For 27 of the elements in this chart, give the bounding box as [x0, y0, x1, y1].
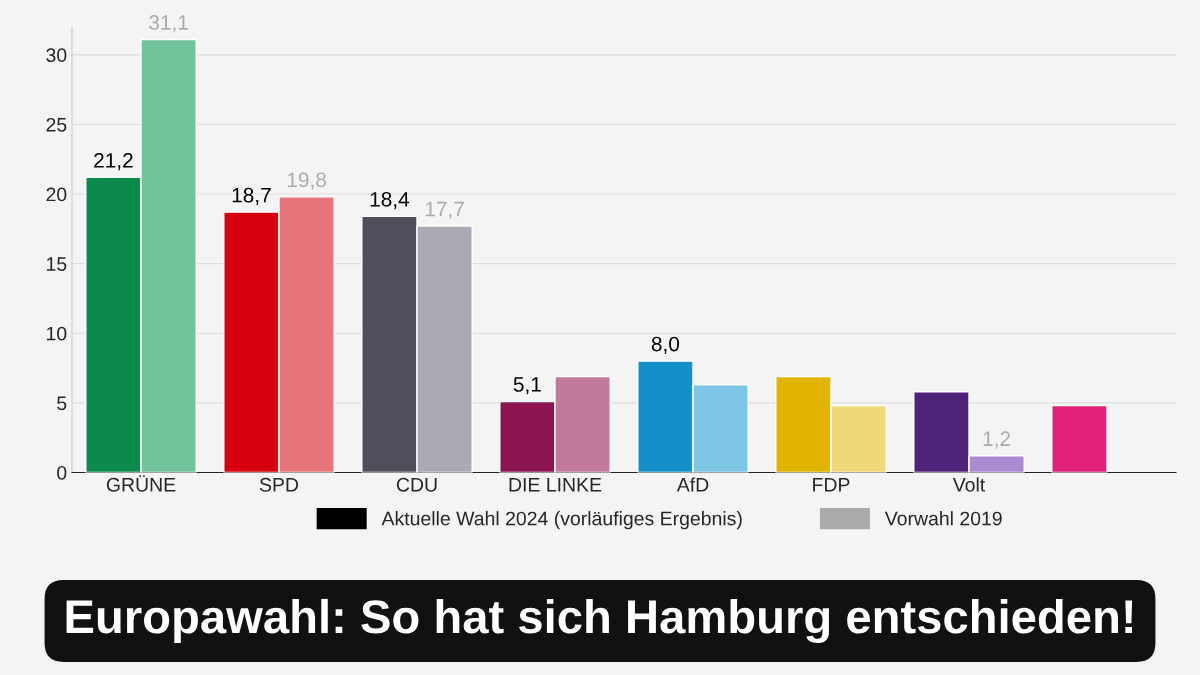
x-tick-label: CDU: [396, 477, 437, 492]
y-tick-label: 30: [46, 48, 67, 63]
data-label: 8,0: [651, 336, 680, 354]
series-label: Aktuelle Wahl 2024 (vorläufiges Ergebnis): [381, 511, 742, 530]
data-label: 1,2: [983, 431, 1011, 449]
y-tick-label: 25: [46, 117, 67, 132]
y-tick-label: 10: [47, 326, 67, 341]
y-tick-label: 0: [57, 465, 67, 480]
y-tick-label: 5: [57, 396, 67, 411]
x-tick-label: SPD: [259, 477, 299, 492]
x-tick-label: DIE LINKE: [509, 478, 602, 492]
x-tick-label: GRÜNE: [106, 475, 176, 492]
legend-label: Vorwahl 2019: [884, 511, 1002, 526]
data-label: 5,1: [513, 377, 541, 395]
data-label: 31,1: [149, 15, 188, 33]
x-tick-label: AfD: [676, 477, 709, 492]
data-label: 18,4: [370, 191, 410, 210]
data-label: 21,2: [94, 152, 133, 171]
data-label: 17,7: [425, 201, 464, 219]
x-tick-label: Volt: [952, 477, 986, 492]
text: Europawahl: So hat sich Hamburg entschieden!: [66, 598, 1133, 644]
y-tick-label: 20: [46, 187, 67, 202]
data-label: 18,7: [232, 187, 271, 205]
data-label: 19,8: [287, 172, 326, 190]
y-tick-label: 15: [47, 257, 67, 271]
x-tick-label: FDP: [813, 478, 850, 492]
bar: [1051, 404, 1108, 473]
